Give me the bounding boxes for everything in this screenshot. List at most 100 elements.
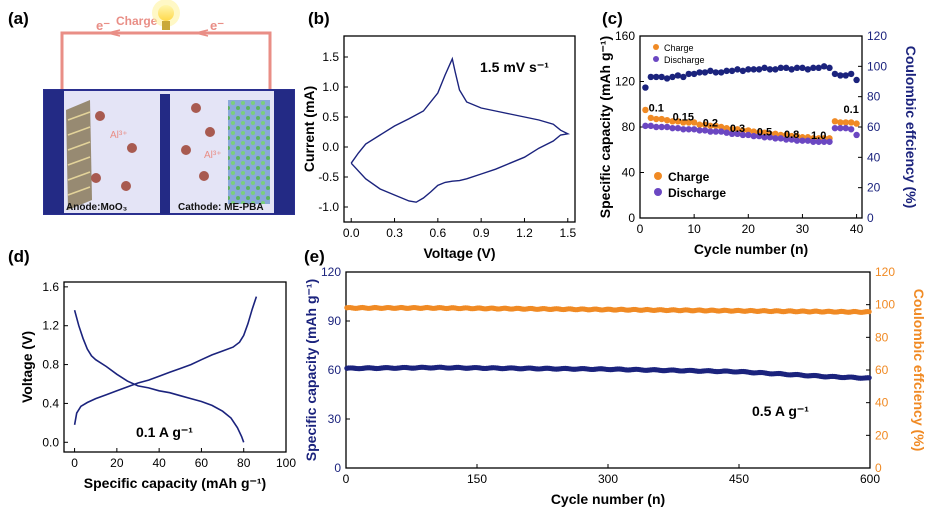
discharge-point bbox=[674, 124, 682, 132]
charge-point bbox=[690, 119, 698, 126]
x-tick-label: 450 bbox=[729, 472, 749, 486]
ce-point bbox=[723, 67, 730, 75]
x-tick-label: 20 bbox=[110, 456, 124, 470]
legend-charge: Charge bbox=[668, 170, 710, 184]
rate-label: 0.1 bbox=[649, 103, 664, 115]
anode-current-collector bbox=[44, 90, 64, 214]
x-tick-label: 150 bbox=[467, 472, 487, 486]
discharge-point bbox=[750, 132, 757, 140]
y2-tick-label: 0 bbox=[867, 211, 874, 225]
y-tick-label: 0 bbox=[334, 461, 341, 475]
ce-point bbox=[755, 66, 763, 73]
charge-curve bbox=[73, 296, 258, 425]
rate-label: 0.5 bbox=[757, 127, 772, 139]
x-axis-label: Specific capacity (mAh g⁻¹) bbox=[84, 475, 266, 491]
circuit-wire bbox=[60, 31, 272, 92]
discharge-point bbox=[745, 131, 752, 139]
ce-point bbox=[853, 76, 860, 84]
ce-point bbox=[799, 64, 806, 72]
discharge-curve bbox=[73, 309, 245, 443]
discharge-point bbox=[826, 138, 833, 145]
x-tick-label: 600 bbox=[860, 472, 880, 486]
y-tick-label: -0.5 bbox=[318, 170, 339, 184]
legend-top-charge-marker bbox=[653, 44, 659, 50]
x-axis-label: Voltage (V) bbox=[423, 245, 495, 261]
x-tick-label: 40 bbox=[152, 456, 166, 470]
ce-point bbox=[782, 64, 790, 72]
y2-tick-label: 120 bbox=[867, 29, 887, 43]
ce-point bbox=[728, 67, 736, 75]
ce-point bbox=[663, 75, 671, 82]
y2-tick-label: 120 bbox=[875, 265, 895, 279]
discharge-point bbox=[793, 137, 801, 144]
ce-point bbox=[750, 66, 757, 73]
charge-point bbox=[685, 119, 692, 126]
panel-b-label: (b) bbox=[308, 9, 330, 28]
x-tick-label: 1.2 bbox=[516, 226, 533, 240]
panel-b-cv-chart: (b) 0.0 0.3 0.6 0.9 1.2 1.5 -1.0 -0.5 0.0 0.5 1.0 1.… bbox=[301, 9, 576, 261]
y-tick-label: 0.4 bbox=[42, 396, 59, 410]
ce-point bbox=[712, 69, 720, 76]
light-bulb-icon bbox=[152, 0, 180, 30]
y-tick-label: 0.5 bbox=[322, 110, 339, 124]
charge-point bbox=[712, 122, 720, 130]
ce-point bbox=[658, 73, 665, 81]
discharge-point bbox=[723, 129, 730, 136]
charge-point bbox=[696, 121, 703, 128]
x-tick-label: 10 bbox=[687, 222, 701, 236]
y-tick-label: 90 bbox=[328, 314, 342, 328]
discharge-point bbox=[690, 126, 698, 133]
cathode-me-pba-lattice bbox=[228, 100, 270, 204]
x-tick-label: 60 bbox=[195, 456, 209, 470]
y-tick-label: 0.8 bbox=[42, 358, 59, 372]
discharge-point bbox=[701, 127, 709, 134]
charge-point bbox=[837, 119, 844, 126]
y-tick-label: 60 bbox=[328, 363, 342, 377]
electron-left-label: e⁻ bbox=[96, 18, 110, 33]
panel-a-label: (a) bbox=[8, 9, 29, 28]
panel-d-gcd-chart: (d) 0 20 40 60 80 100 0.0 0.4 0.8 1.2 1.6 Specific c… bbox=[8, 247, 296, 491]
legend-top-discharge-marker bbox=[653, 56, 659, 62]
scan-rate-annotation: 1.5 mV s⁻¹ bbox=[480, 59, 549, 75]
y-tick-label: 80 bbox=[622, 120, 636, 134]
charge-point bbox=[853, 120, 860, 127]
y-tick-label: 120 bbox=[615, 75, 635, 89]
y-axis-label: Current (mA) bbox=[301, 86, 317, 172]
y-tick-label: 1.6 bbox=[42, 280, 59, 294]
rate-label: 0.15 bbox=[673, 112, 694, 124]
charge-point bbox=[642, 106, 649, 114]
cv-curve bbox=[350, 56, 571, 203]
y2-axis-label: Coulombic effciency (%) bbox=[911, 289, 927, 452]
y-tick-label: 160 bbox=[615, 29, 635, 43]
discharge-point bbox=[653, 123, 660, 131]
legend-discharge-marker bbox=[654, 188, 662, 196]
discharge-point bbox=[658, 123, 665, 131]
y2-tick-label: 100 bbox=[867, 59, 887, 73]
charge-point bbox=[831, 118, 839, 125]
ce-point bbox=[674, 72, 682, 79]
charge-point bbox=[723, 124, 730, 132]
y-axis-label: Voltage (V) bbox=[19, 331, 35, 403]
y-tick-label: 0 bbox=[628, 211, 635, 225]
y2-tick-label: 80 bbox=[875, 330, 889, 344]
plot-frame bbox=[63, 281, 287, 453]
charge-label: Charge bbox=[116, 14, 158, 28]
discharge-point bbox=[799, 137, 806, 144]
discharge-point bbox=[810, 138, 817, 145]
x-tick-label: 100 bbox=[276, 456, 296, 470]
discharge-point bbox=[842, 124, 849, 132]
y2-tick-label: 60 bbox=[875, 363, 889, 377]
electron-arrow-left bbox=[107, 29, 121, 37]
charge-point bbox=[782, 131, 790, 139]
y-tick-label: 1.2 bbox=[42, 319, 59, 333]
panel-a-schematic: (a) e⁻ Charge e⁻ bbox=[8, 0, 295, 215]
y-tick-label: 40 bbox=[622, 166, 636, 180]
y2-tick-label: 100 bbox=[875, 298, 895, 312]
charge-point bbox=[658, 115, 665, 123]
y-axis-label: Specific capacity (mAh g⁻¹) bbox=[597, 36, 613, 218]
charge-point bbox=[750, 128, 757, 135]
x-tick-label: 20 bbox=[742, 222, 756, 236]
y-tick-label: 0.0 bbox=[42, 435, 59, 449]
y2-tick-label: 40 bbox=[875, 396, 889, 410]
